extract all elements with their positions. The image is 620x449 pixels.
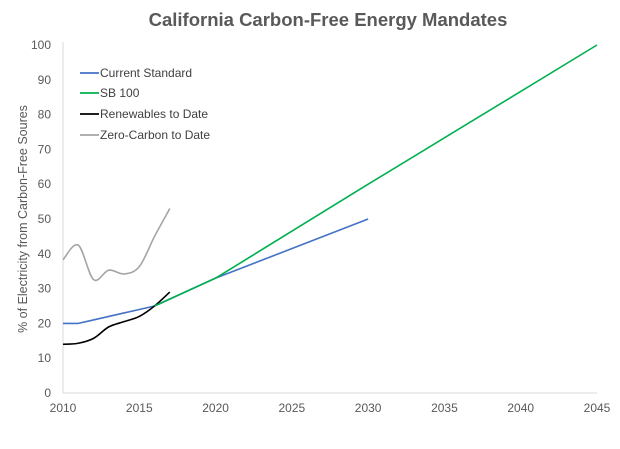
x-tick-label: 2035 (431, 401, 458, 415)
x-tick-label: 2040 (507, 401, 534, 415)
x-tick-label: 2045 (584, 401, 611, 415)
legend-label-zero-carbon-to-date: Zero-Carbon to Date (100, 128, 210, 142)
series-line-sb-100 (154, 44, 598, 307)
y-tick-label: 80 (38, 108, 52, 122)
y-tick-label: 100 (31, 38, 51, 52)
y-tick-label: 0 (44, 386, 51, 400)
y-axis-label: % of Electricity from Carbon-Free Soures (16, 105, 30, 333)
y-tick-label: 10 (38, 351, 52, 365)
y-tick-label: 40 (38, 247, 52, 261)
x-tick-label: 2025 (279, 401, 306, 415)
x-tick-label: 2030 (355, 401, 382, 415)
x-tick-label: 2015 (126, 401, 153, 415)
y-tick-label: 50 (38, 212, 52, 226)
y-tick-label: 20 (38, 316, 52, 330)
series-line-renewables-to-date (62, 291, 171, 346)
legend-label-sb-100: SB 100 (100, 86, 140, 100)
x-tick-label: 2020 (202, 401, 229, 415)
legend-label-renewables-to-date: Renewables to Date (100, 107, 208, 121)
y-tick-label: 60 (38, 177, 52, 191)
y-tick-label: 30 (38, 282, 52, 296)
legend-label-current-standard: Current Standard (100, 66, 192, 80)
y-tick-label: 90 (38, 73, 52, 87)
x-tick-label: 2010 (50, 401, 77, 415)
chart-title: California Carbon-Free Energy Mandates (149, 9, 508, 30)
series-line-zero-carbon-to-date (62, 208, 171, 282)
y-tick-label: 70 (38, 142, 52, 156)
series-line-current-standard (63, 218, 369, 325)
